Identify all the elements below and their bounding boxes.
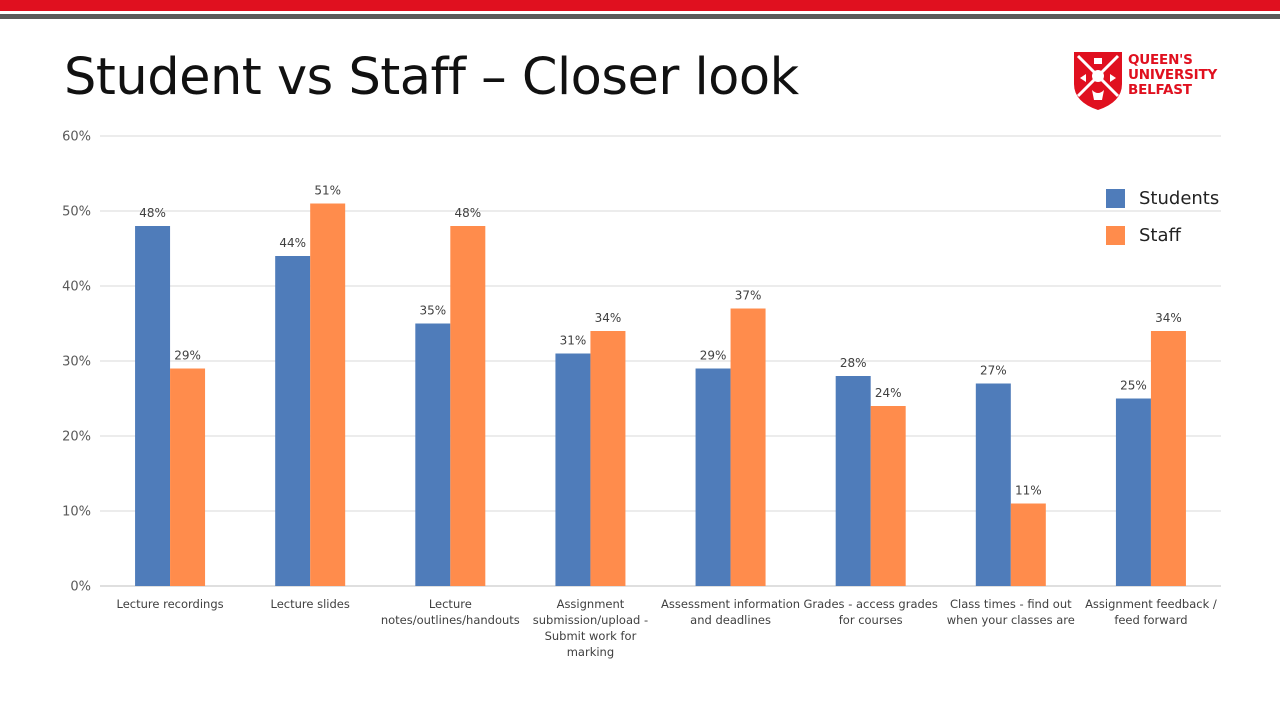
x-tick-label: Lecture recordings — [116, 597, 224, 611]
legend-item-students: Students — [1106, 180, 1219, 217]
bar-students — [975, 383, 1011, 586]
slide-title: Student vs Staff – Closer look — [64, 48, 799, 107]
bar-students — [555, 353, 591, 586]
data-label: 48% — [139, 206, 166, 220]
x-tick-label: Class times - find out when your classes… — [946, 597, 1075, 627]
bar-students — [1115, 398, 1151, 586]
y-tick-label: 10% — [62, 505, 91, 520]
data-label: 29% — [174, 349, 201, 363]
data-label: 31% — [560, 334, 587, 348]
bar-staff — [870, 406, 906, 586]
bar-staff — [310, 203, 346, 586]
bar-students — [835, 376, 871, 586]
data-label: 34% — [1155, 311, 1182, 325]
data-label: 27% — [980, 364, 1007, 378]
x-tick-label: Assessment information and deadlines — [661, 597, 801, 627]
y-axis-ticks: 0% 10% 20% 30% 40% 50% 60% — [62, 130, 91, 595]
data-label: 24% — [875, 386, 902, 400]
y-tick-label: 20% — [62, 430, 91, 445]
logo-line-2: UNIVERSITY — [1128, 67, 1218, 83]
logo-line-1: QUEEN'S — [1128, 52, 1193, 68]
chart-legend: Students Staff — [1106, 180, 1219, 254]
legend-swatch-staff — [1106, 226, 1125, 245]
bar-students — [135, 226, 171, 586]
y-tick-label: 30% — [62, 355, 91, 370]
data-labels: 48% 29% 44% 51% 35% 48% 31% 34% 29% 37% 28% 24% 27% 1… — [139, 184, 1182, 498]
y-tick-label: 0% — [70, 580, 91, 595]
gridlines — [100, 135, 1221, 587]
bar-students — [415, 323, 451, 586]
data-label: 35% — [419, 304, 446, 318]
y-tick-label: 50% — [62, 205, 91, 220]
data-label: 44% — [279, 236, 306, 250]
legend-label-staff: Staff — [1139, 225, 1181, 246]
x-tick-label: Assignment feedback / feed forward — [1085, 597, 1217, 627]
bar-staff — [590, 331, 626, 586]
x-tick-label: Lecture notes/outlines/handouts — [380, 597, 520, 627]
data-label: 28% — [840, 356, 867, 370]
legend-swatch-students — [1106, 189, 1125, 208]
x-tick-label: Lecture slides — [270, 597, 350, 611]
bar-students — [275, 256, 311, 586]
bar-students — [695, 368, 731, 586]
university-crest-icon — [1074, 52, 1122, 110]
data-label: 25% — [1120, 379, 1147, 393]
bar-staff — [450, 226, 486, 586]
data-label: 48% — [454, 206, 481, 220]
top-grey-stripe — [0, 14, 1280, 19]
y-tick-label: 40% — [62, 280, 91, 295]
bar-staff — [1010, 503, 1046, 586]
legend-item-staff: Staff — [1106, 217, 1219, 254]
y-tick-label: 60% — [62, 130, 91, 145]
bar-staff — [730, 308, 766, 586]
x-tick-label: Grades - access grades for courses — [803, 597, 938, 627]
data-label: 51% — [314, 184, 341, 198]
legend-label-students: Students — [1139, 188, 1220, 209]
data-label: 11% — [1015, 484, 1042, 498]
university-logo-text: QUEEN'S UNIVERSITY BELFAST — [1128, 53, 1238, 98]
data-label: 29% — [700, 349, 727, 363]
top-red-stripe — [0, 0, 1280, 11]
bars — [135, 203, 1186, 586]
data-label: 34% — [595, 311, 622, 325]
logo-line-3: BELFAST — [1128, 82, 1192, 98]
bar-staff — [170, 368, 206, 586]
data-label: 37% — [735, 289, 762, 303]
bar-staff — [1150, 331, 1186, 586]
x-tick-label: Assignment submission/upload - Submit wo… — [532, 597, 649, 659]
